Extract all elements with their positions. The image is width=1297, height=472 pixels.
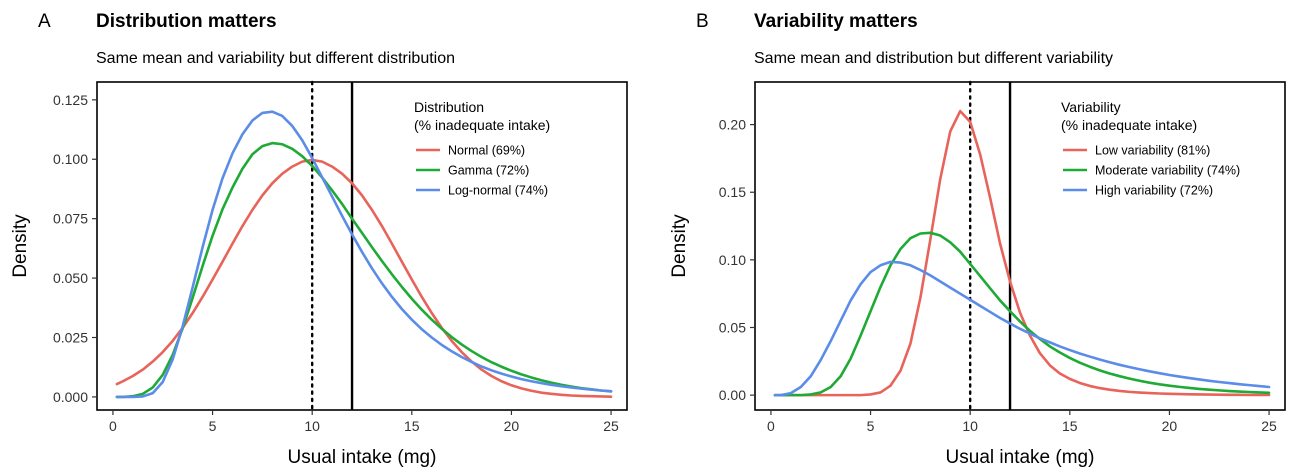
panel-b-series-line-2 [773, 231, 1271, 397]
panel-a-legend-label-3: Log-normal (74%) [448, 184, 548, 198]
panel-b-ticks: 0 5 10 15 20 25 0.00 0.05 0.10 0.15 0.20 [719, 117, 1277, 434]
panel-b-y-tick-label: 0.10 [719, 252, 746, 268]
panel-b-legend-title-line-2: (% inadequate intake) [1061, 117, 1197, 133]
panel-b-y-axis-title: Density [669, 214, 690, 278]
panel-b-y-tick-label: 0.20 [719, 117, 746, 133]
panel-a-y-tick-label: 0.075 [53, 211, 88, 227]
panel-a-subtitle: Same mean and variability but different … [96, 50, 455, 67]
panel-b-x-tick-label: 5 [867, 418, 875, 434]
panel-a-y-axis-title: Density [10, 214, 31, 278]
panel-a-ticks: 0 5 10 15 20 25 0.000 0.025 0.050 0.075 0.100 0.125 [53, 92, 619, 434]
panel-a-x-tick-label: 20 [504, 418, 520, 434]
panel-a-x-tick-label: 15 [404, 418, 420, 434]
panel-b-x-tick-label: 10 [962, 418, 978, 434]
panel-a-x-tick-label: 5 [209, 418, 217, 434]
panel-b-legend-title-line-1: Variability [1061, 99, 1121, 115]
panel-a-y-tick-label: 0.025 [53, 330, 88, 346]
panel-a-x-tick-label: 0 [109, 418, 117, 434]
panel-b-legend-label-1: Low variability (81%) [1095, 144, 1210, 158]
panel-b-x-axis-title: Usual intake (mg) [946, 447, 1095, 468]
panel-a-x-tick-label: 25 [603, 418, 619, 434]
panel-b-reference-lines [968, 80, 1012, 412]
panel-b-x-tick-label: 0 [767, 418, 775, 434]
panel-b-letter: B [696, 11, 709, 32]
panel-b-series [773, 109, 1271, 397]
panel-b-series-line-1 [773, 109, 1271, 397]
panel-a-y-tick-label: 0.125 [53, 92, 88, 108]
panel-b-subtitle: Same mean and distribution but different… [754, 50, 1113, 67]
panel-a-y-tick-label: 0.100 [53, 151, 88, 167]
panel-a-series-line-3 [115, 110, 613, 399]
panel-b-y-tick-label: 0.05 [719, 319, 746, 335]
panel-a-series-line-2 [115, 141, 613, 399]
panel-a-x-tick-label: 10 [304, 418, 320, 434]
panel-a-title: Distribution matters [96, 11, 277, 32]
panel-a-letter: A [38, 11, 51, 32]
panel-a-x-axis-title: Usual intake (mg) [288, 447, 437, 468]
panel-b-plot-frame [754, 81, 1286, 411]
panel-b-x-tick-label: 15 [1062, 418, 1078, 434]
panel-b-x-tick-label: 25 [1261, 418, 1277, 434]
panel-a-plot-frame [96, 81, 628, 411]
panel-b-y-tick-label: 0.15 [719, 184, 746, 200]
panel-a-legend-title-line-2: (% inadequate intake) [414, 117, 550, 133]
panel-a-reference-lines [310, 80, 354, 412]
panel-a-legend-label-2: Gamma (72%) [448, 164, 529, 178]
panel-b-y-tick-label: 0.00 [719, 387, 746, 403]
panel-b: B Variability matters Same mean and dist… [669, 11, 1286, 468]
panel-b-x-tick-label: 20 [1162, 418, 1178, 434]
panel-b-series-line-3 [773, 260, 1271, 397]
panel-b-title: Variability matters [754, 11, 918, 32]
panel-a: A Distribution matters Same mean and var… [10, 11, 628, 468]
panel-a-legend-title-line-1: Distribution [414, 99, 484, 115]
panel-b-legend-label-2: Moderate variability (74%) [1095, 164, 1240, 178]
panel-a-legend: Distribution (% inadequate intake) Norma… [414, 99, 550, 198]
panel-a-series-line-1 [115, 158, 613, 398]
panel-a-y-tick-label: 0.000 [53, 389, 88, 405]
panel-b-legend: Variability (% inadequate intake) Low va… [1061, 99, 1240, 198]
panel-a-series [115, 110, 613, 399]
panel-a-legend-label-1: Normal (69%) [448, 144, 525, 158]
panel-b-legend-label-3: High variability (72%) [1095, 184, 1213, 198]
panel-a-y-tick-label: 0.050 [53, 270, 88, 286]
